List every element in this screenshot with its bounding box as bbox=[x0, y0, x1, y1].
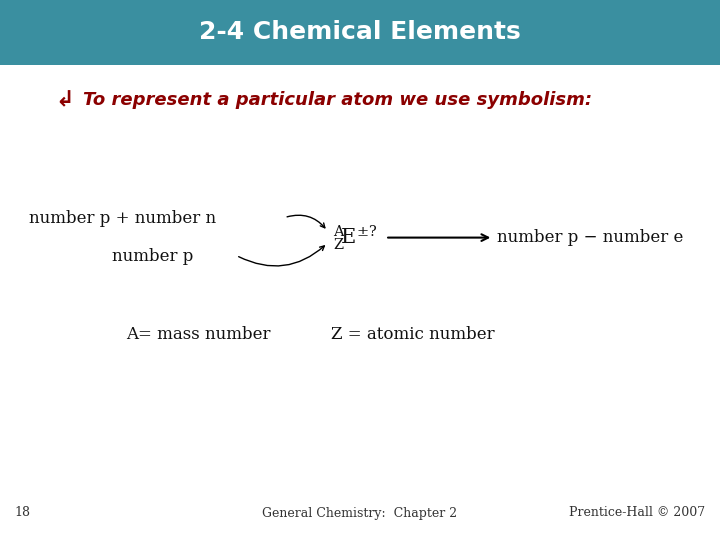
Text: number p − number e: number p − number e bbox=[497, 229, 683, 246]
Text: To represent a particular atom we use symbolism:: To represent a particular atom we use sy… bbox=[83, 91, 592, 109]
Text: number p + number n: number p + number n bbox=[29, 210, 216, 227]
Text: ↲: ↲ bbox=[55, 90, 74, 110]
Text: number p: number p bbox=[112, 248, 193, 265]
Text: Z = atomic number: Z = atomic number bbox=[331, 326, 495, 343]
Text: Prentice-Hall © 2007: Prentice-Hall © 2007 bbox=[570, 507, 706, 519]
Text: 18: 18 bbox=[14, 507, 30, 519]
FancyArrowPatch shape bbox=[287, 215, 325, 228]
FancyArrowPatch shape bbox=[238, 246, 325, 266]
Text: A= mass number: A= mass number bbox=[126, 326, 271, 343]
Text: General Chemistry:  Chapter 2: General Chemistry: Chapter 2 bbox=[262, 507, 458, 519]
FancyBboxPatch shape bbox=[0, 0, 720, 65]
Text: $\mathregular{^{A}_{Z}\!E^{\pm ?}}$: $\mathregular{^{A}_{Z}\!E^{\pm ?}}$ bbox=[333, 223, 377, 252]
Text: 2-4 Chemical Elements: 2-4 Chemical Elements bbox=[199, 21, 521, 44]
